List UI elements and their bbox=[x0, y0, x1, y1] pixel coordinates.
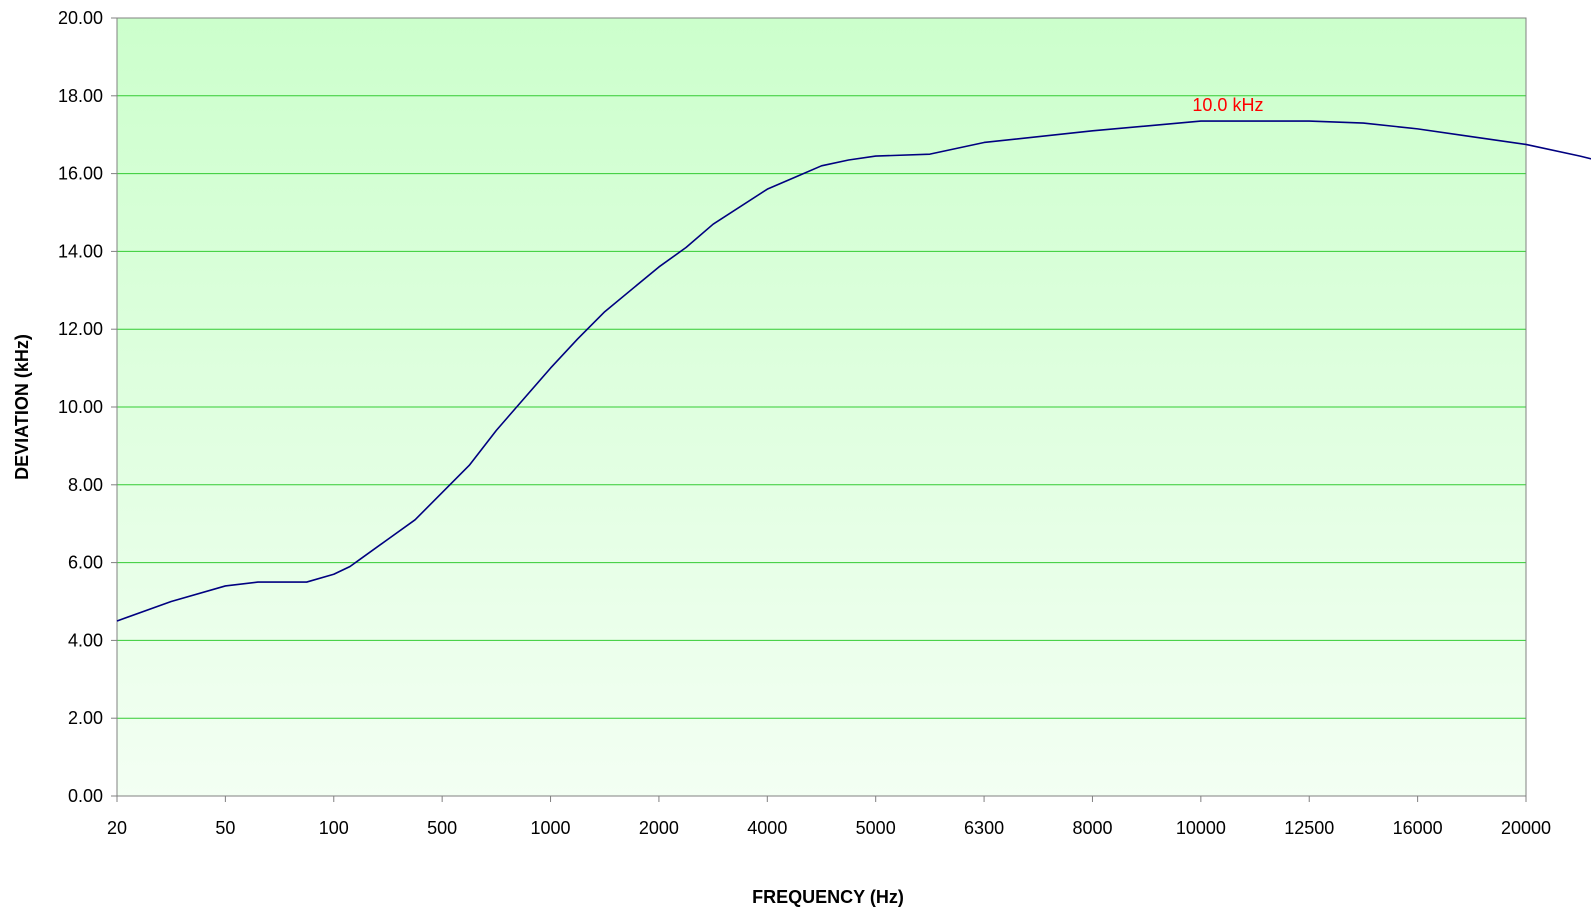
x-tick-label: 10000 bbox=[1176, 818, 1226, 838]
axes bbox=[111, 17, 1527, 802]
y-tick-label: 0.00 bbox=[68, 786, 103, 806]
y-tick-label: 8.00 bbox=[68, 475, 103, 495]
y-tick-label: 6.00 bbox=[68, 553, 103, 573]
x-tick-label: 500 bbox=[427, 818, 457, 838]
y-axis-title: DEVIATION (kHz) bbox=[12, 334, 32, 480]
x-tick-label: 12500 bbox=[1284, 818, 1334, 838]
plot-frame bbox=[116, 17, 1527, 797]
x-tick-label: 2000 bbox=[639, 818, 679, 838]
y-tick-label: 14.00 bbox=[58, 241, 103, 261]
x-tick-label: 4000 bbox=[747, 818, 787, 838]
y-tick-label: 10.00 bbox=[58, 397, 103, 417]
x-tick-label: 100 bbox=[319, 818, 349, 838]
series bbox=[116, 120, 1591, 622]
y-tick-label: 20.00 bbox=[58, 8, 103, 28]
y-tick-label: 2.00 bbox=[68, 708, 103, 728]
y-tick-label: 4.00 bbox=[68, 630, 103, 650]
annotations: 10.0 kHz bbox=[1192, 95, 1263, 115]
x-tick-label: 20000 bbox=[1501, 818, 1551, 838]
x-tick-label: 16000 bbox=[1393, 818, 1443, 838]
x-tick-label: 20 bbox=[107, 818, 127, 838]
y-tick-label: 12.00 bbox=[58, 319, 103, 339]
y-tick-label: 18.00 bbox=[58, 86, 103, 106]
tick-labels: 0.00 2.00 4.00 6.00 8.00 10.00 12.00 14.00 16.00… bbox=[58, 8, 1551, 838]
x-tick-label: 5000 bbox=[856, 818, 896, 838]
x-tick-label: 50 bbox=[215, 818, 235, 838]
x-axis-title: FREQUENCY (Hz) bbox=[752, 887, 904, 907]
x-tick-label: 6300 bbox=[964, 818, 1004, 838]
annotation-label: 10.0 kHz bbox=[1192, 95, 1263, 115]
series-line bbox=[116, 120, 1591, 622]
x-tick-label: 8000 bbox=[1072, 818, 1112, 838]
gridlines bbox=[117, 95, 1526, 719]
x-tick-label: 1000 bbox=[531, 818, 571, 838]
y-tick-label: 16.00 bbox=[58, 164, 103, 184]
